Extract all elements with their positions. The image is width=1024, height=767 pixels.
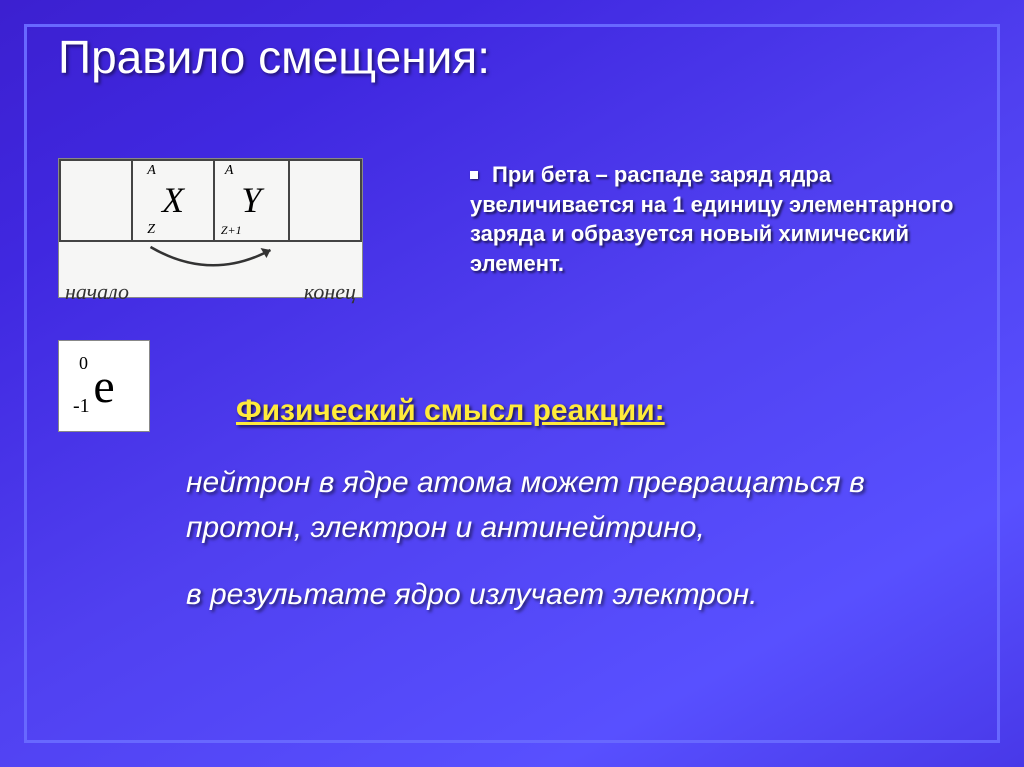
electron-symbol: e (93, 359, 114, 414)
bullet-text-block: При бета – распаде заряд ядра увеличивае… (470, 160, 960, 279)
diagram-label-end: конец (304, 279, 356, 305)
body-paragraph-1: нейтрон в ядре атома может превращаться … (186, 460, 936, 550)
diagram-cell-empty-left (60, 160, 132, 241)
bullet-icon (470, 171, 478, 179)
diagram-cell-daughter-element: A Y Z+1 (214, 160, 289, 241)
electron-symbol-diagram: 0 -1 e (58, 340, 150, 432)
bullet-text: При бета – распаде заряд ядра увеличивае… (470, 162, 954, 276)
diagram-cell-empty-right (289, 160, 361, 241)
body-text-block: нейтрон в ядре атома может превращаться … (186, 460, 936, 639)
periodic-shift-diagram: A X Z A Y Z+1 начало конец (58, 158, 363, 298)
body-paragraph-2: в результате ядро излучает электрон. (186, 572, 936, 617)
diagram-label-start: начало (65, 279, 129, 305)
electron-charge-number: -1 (73, 395, 90, 418)
electron-mass-number: 0 (79, 353, 88, 374)
arrow-icon (59, 242, 362, 272)
section-heading: Физический смысл реакции: (236, 394, 665, 428)
slide-title: Правило смещения: (58, 30, 490, 84)
diagram-cell-parent-element: A X Z (132, 160, 214, 241)
